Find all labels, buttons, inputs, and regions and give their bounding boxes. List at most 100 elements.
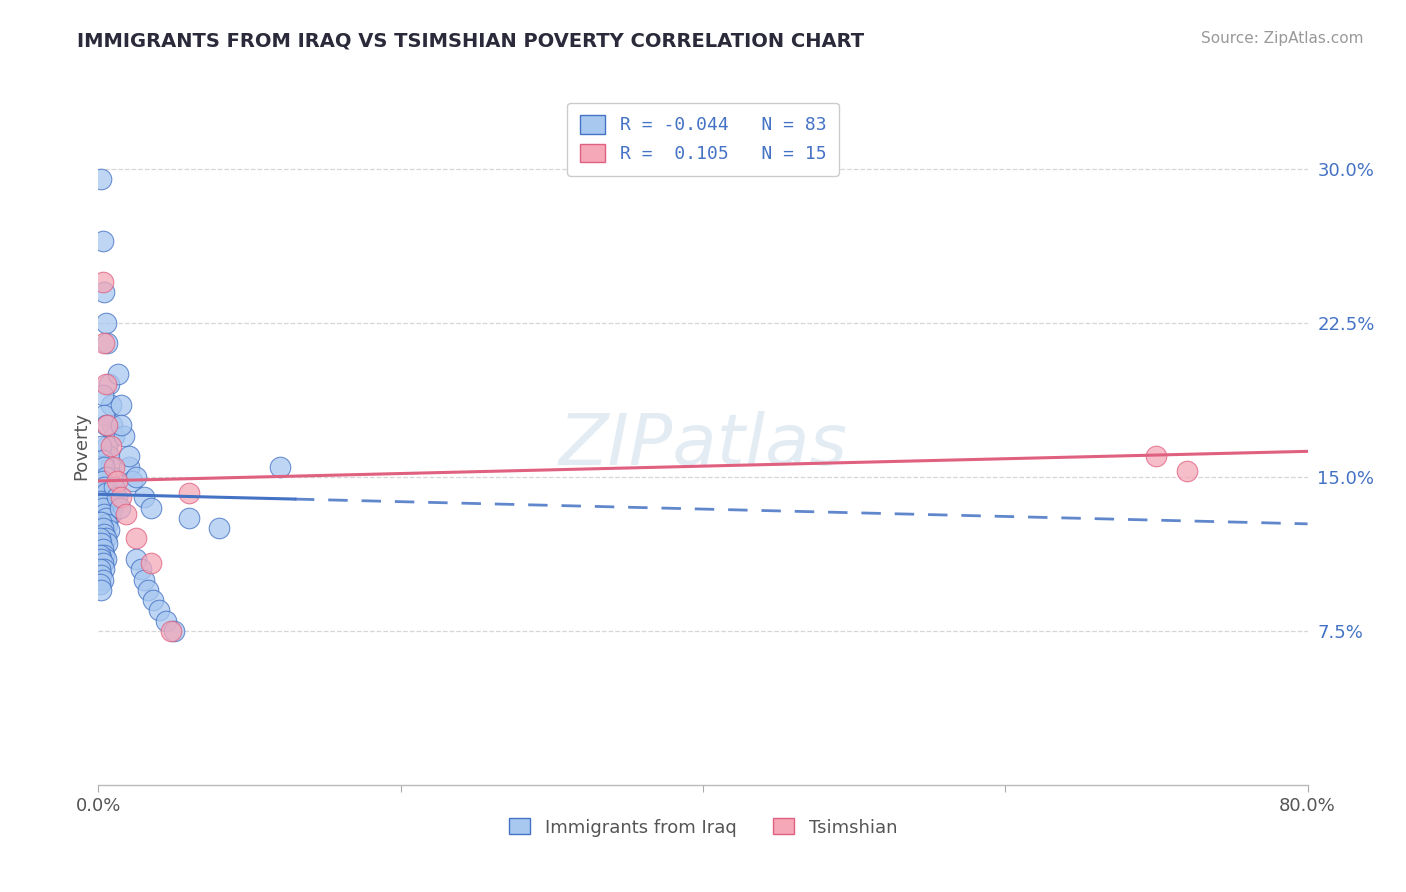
Point bbox=[103, 428, 125, 442]
Point bbox=[93, 527, 115, 541]
Point bbox=[94, 470, 117, 484]
Point bbox=[90, 439, 112, 453]
Point bbox=[132, 573, 155, 587]
Point bbox=[101, 470, 124, 484]
Point bbox=[100, 459, 122, 474]
Point bbox=[104, 491, 127, 505]
Point bbox=[93, 459, 115, 474]
Point bbox=[98, 450, 121, 464]
Point bbox=[96, 494, 118, 508]
Point bbox=[90, 172, 112, 186]
Point bbox=[94, 552, 117, 566]
Point bbox=[105, 474, 128, 488]
Point bbox=[94, 486, 117, 500]
Point bbox=[90, 515, 112, 529]
Point bbox=[91, 275, 114, 289]
Point bbox=[118, 450, 141, 464]
Point bbox=[100, 398, 122, 412]
Point bbox=[96, 517, 118, 532]
Point bbox=[93, 285, 115, 299]
Point bbox=[125, 532, 148, 546]
Point bbox=[89, 532, 111, 546]
Point bbox=[93, 507, 115, 521]
Point bbox=[96, 336, 118, 351]
Point bbox=[91, 556, 114, 570]
Point bbox=[101, 418, 124, 433]
Point bbox=[96, 439, 118, 453]
Point bbox=[129, 562, 152, 576]
Point bbox=[121, 474, 143, 488]
Point bbox=[98, 377, 121, 392]
Point bbox=[148, 603, 170, 617]
Point bbox=[94, 418, 117, 433]
Point bbox=[93, 480, 115, 494]
Point bbox=[269, 459, 291, 474]
Point bbox=[110, 418, 132, 433]
Point bbox=[96, 480, 118, 494]
Point bbox=[179, 486, 201, 500]
Point bbox=[98, 486, 121, 500]
Point bbox=[208, 521, 231, 535]
Point bbox=[90, 494, 112, 508]
Point bbox=[93, 408, 115, 422]
Point bbox=[132, 491, 155, 505]
Point bbox=[94, 377, 117, 392]
Text: Source: ZipAtlas.com: Source: ZipAtlas.com bbox=[1201, 31, 1364, 46]
Point bbox=[142, 593, 165, 607]
Point bbox=[91, 234, 114, 248]
Point bbox=[100, 507, 122, 521]
Point bbox=[98, 523, 121, 537]
Legend: Immigrants from Iraq, Tsimshian: Immigrants from Iraq, Tsimshian bbox=[502, 811, 904, 844]
Point bbox=[110, 491, 132, 505]
Point bbox=[93, 548, 115, 562]
Point bbox=[141, 556, 163, 570]
Y-axis label: Poverty: Poverty bbox=[72, 412, 90, 480]
Point bbox=[103, 480, 125, 494]
Point bbox=[93, 336, 115, 351]
Point bbox=[91, 500, 114, 515]
Point bbox=[114, 507, 136, 521]
Point bbox=[105, 491, 128, 505]
Point bbox=[100, 439, 122, 453]
Point bbox=[101, 500, 124, 515]
Point bbox=[112, 428, 135, 442]
Point bbox=[89, 548, 111, 562]
Point bbox=[89, 576, 111, 591]
Point bbox=[90, 552, 112, 566]
Point bbox=[179, 511, 201, 525]
Point bbox=[107, 367, 129, 381]
Point bbox=[100, 494, 122, 508]
Point bbox=[110, 398, 132, 412]
Point bbox=[1144, 450, 1167, 464]
Point bbox=[91, 573, 114, 587]
Point bbox=[91, 521, 114, 535]
Point bbox=[91, 474, 114, 488]
Point bbox=[90, 582, 112, 597]
Point bbox=[1175, 464, 1198, 478]
Point bbox=[160, 624, 183, 638]
Point bbox=[94, 511, 117, 525]
Point bbox=[93, 562, 115, 576]
Point bbox=[136, 582, 159, 597]
Point bbox=[89, 562, 111, 576]
Point bbox=[103, 459, 125, 474]
Point bbox=[91, 453, 114, 467]
Point bbox=[98, 500, 121, 515]
Point bbox=[118, 459, 141, 474]
Point bbox=[96, 418, 118, 433]
Point bbox=[91, 541, 114, 556]
Point bbox=[103, 480, 125, 494]
Text: ZIPatlas: ZIPatlas bbox=[558, 411, 848, 481]
Text: IMMIGRANTS FROM IRAQ VS TSIMSHIAN POVERTY CORRELATION CHART: IMMIGRANTS FROM IRAQ VS TSIMSHIAN POVERT… bbox=[77, 31, 865, 50]
Point bbox=[125, 552, 148, 566]
Point bbox=[155, 614, 177, 628]
Point bbox=[141, 500, 163, 515]
Point bbox=[94, 316, 117, 330]
Point bbox=[163, 624, 186, 638]
Point bbox=[90, 568, 112, 582]
Point bbox=[94, 532, 117, 546]
Point bbox=[91, 387, 114, 401]
Point bbox=[96, 535, 118, 549]
Point bbox=[125, 470, 148, 484]
Point bbox=[108, 500, 131, 515]
